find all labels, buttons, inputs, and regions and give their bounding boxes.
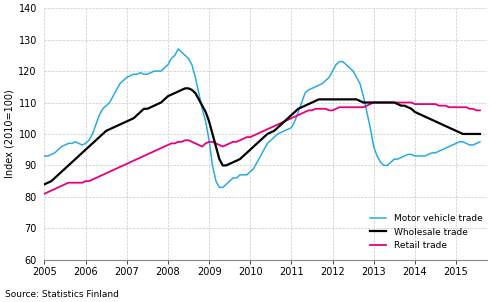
Retail trade (148, 151, 154, 155)
Wholesale trade (271, 129, 277, 133)
Motor vehicle trade (206, 138, 212, 142)
Motor vehicle trade (464, 142, 469, 145)
Text: Source: Statistics Finland: Source: Statistics Finland (5, 290, 119, 299)
Retail trade (460, 105, 466, 109)
Line: Wholesale trade: Wholesale trade (45, 88, 480, 184)
Legend: Motor vehicle trade, Wholesale trade, Retail trade: Motor vehicle trade, Wholesale trade, Re… (370, 214, 482, 250)
Motor vehicle trade (217, 186, 222, 189)
Line: Retail trade: Retail trade (45, 102, 480, 194)
Motor vehicle trade (42, 154, 48, 158)
Y-axis label: Index (2010=100): Index (2010=100) (4, 90, 14, 178)
Motor vehicle trade (275, 132, 281, 136)
Retail trade (203, 142, 209, 145)
Retail trade (371, 101, 377, 104)
Motor vehicle trade (477, 140, 483, 144)
Retail trade (220, 145, 226, 148)
Retail trade (268, 126, 274, 130)
Motor vehicle trade (148, 71, 154, 75)
Wholesale trade (206, 120, 212, 123)
Wholesale trade (182, 87, 188, 90)
Wholesale trade (42, 182, 48, 186)
Wholesale trade (419, 113, 425, 117)
Wholesale trade (460, 132, 466, 136)
Wholesale trade (148, 105, 154, 109)
Motor vehicle trade (422, 154, 428, 158)
Retail trade (477, 108, 483, 112)
Wholesale trade (223, 164, 229, 167)
Retail trade (42, 192, 48, 195)
Line: Motor vehicle trade: Motor vehicle trade (45, 49, 480, 188)
Retail trade (419, 102, 425, 106)
Motor vehicle trade (227, 179, 233, 183)
Motor vehicle trade (175, 47, 181, 51)
Wholesale trade (477, 132, 483, 136)
